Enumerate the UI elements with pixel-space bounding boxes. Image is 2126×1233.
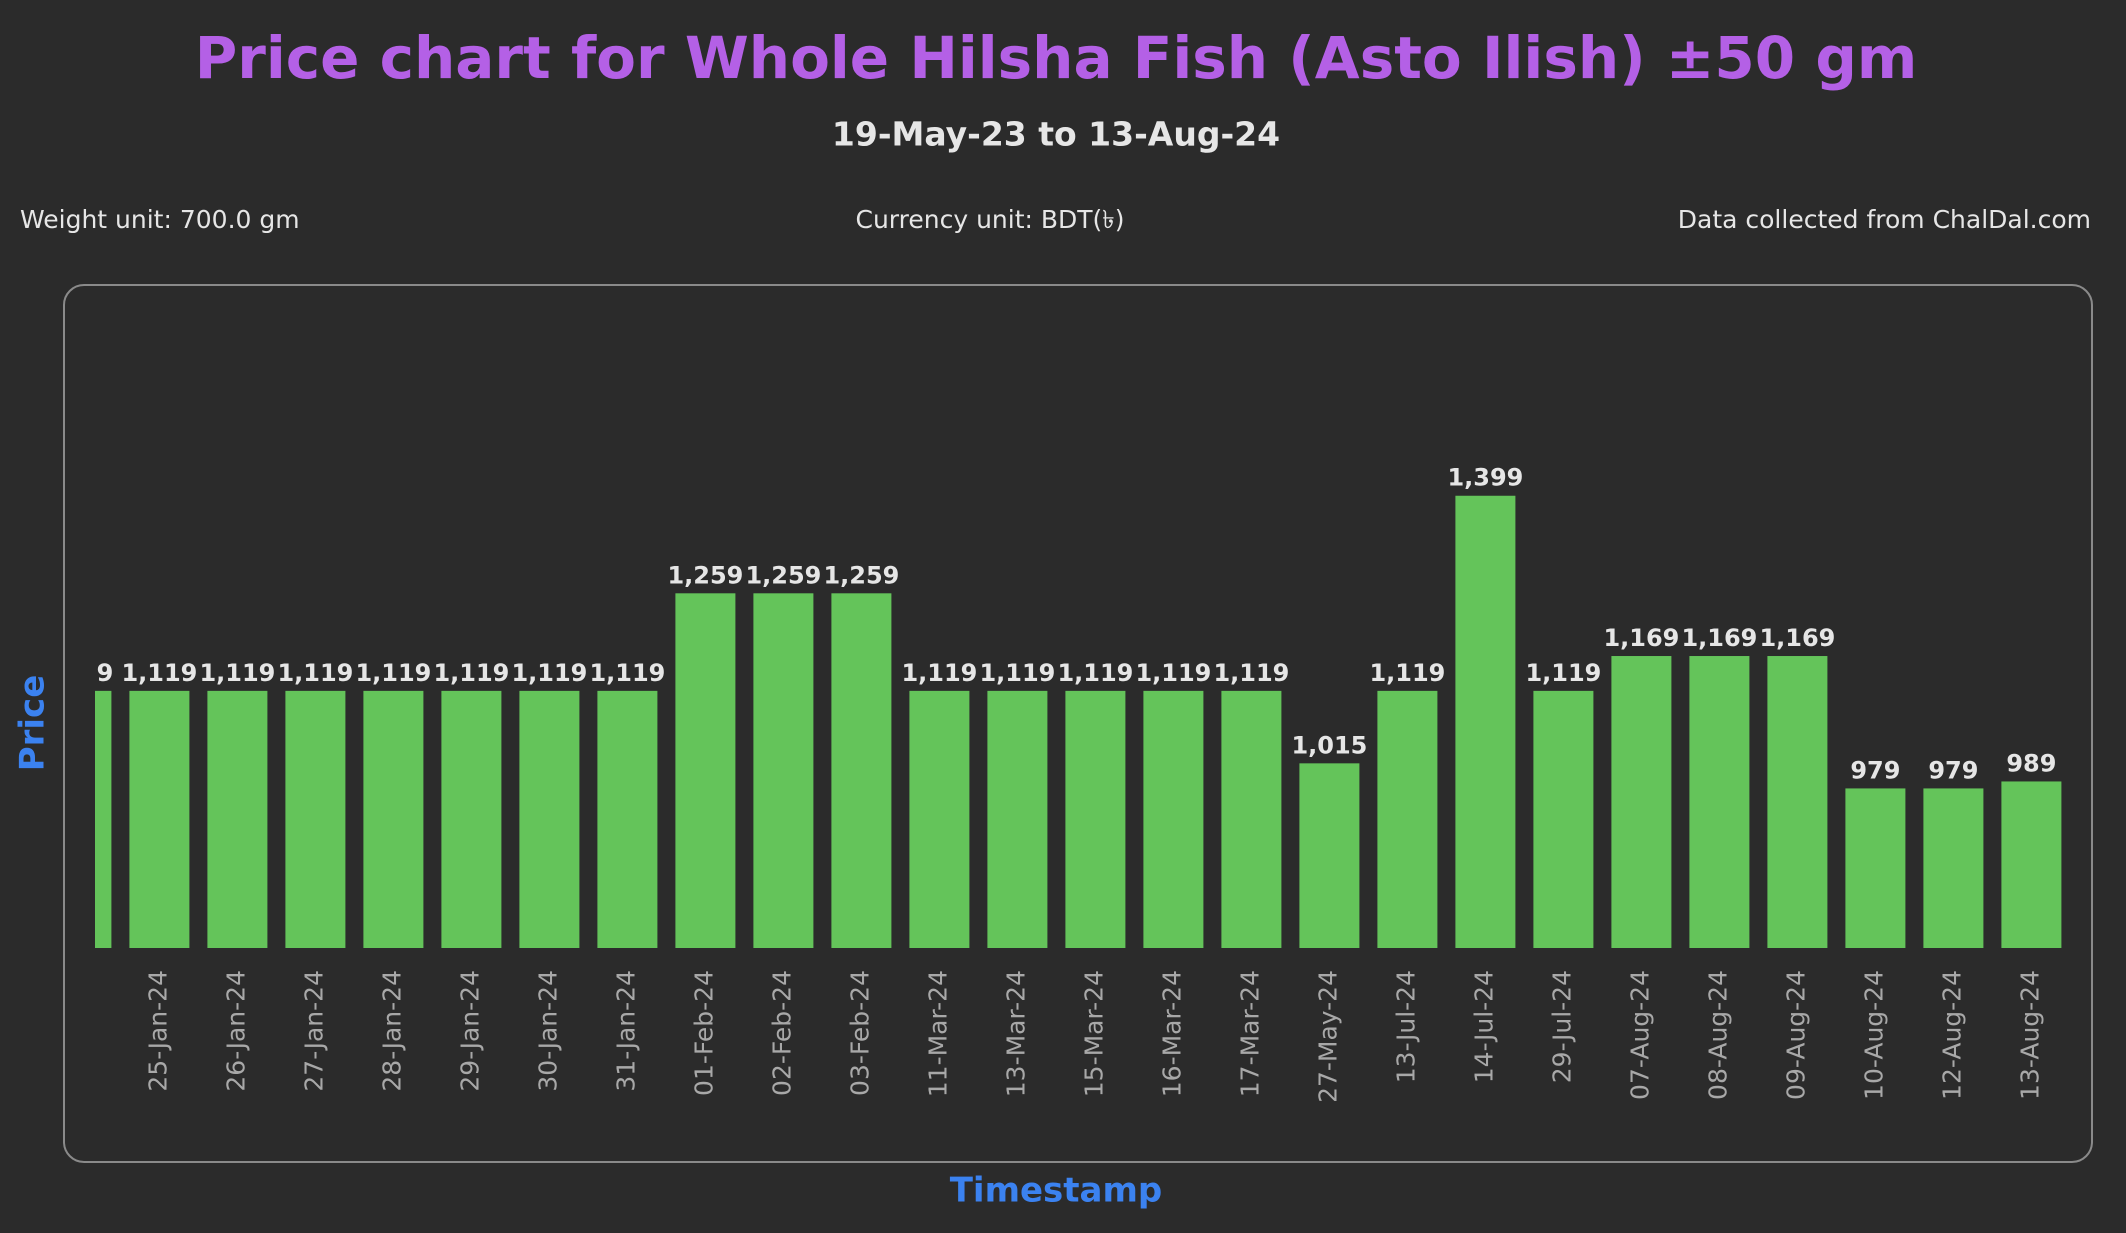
x-tick-label: 10-Aug-24: [1859, 970, 1888, 1100]
value-label: 1,119: [1135, 659, 1211, 687]
bar: [2001, 781, 2062, 948]
plot-frame: [63, 284, 2093, 1163]
value-label: 1,119: [511, 659, 587, 687]
bar: [675, 593, 736, 948]
bar: [1845, 788, 1906, 948]
value-label: 1,399: [1447, 464, 1523, 492]
y-axis-label: Price: [13, 675, 53, 772]
value-label: 1,119: [589, 659, 665, 687]
bar: [1611, 656, 1672, 948]
x-tick-label: 16-Mar-24: [1157, 970, 1186, 1097]
bar: [129, 690, 190, 948]
bar: [285, 690, 346, 948]
bar: [1767, 656, 1828, 948]
x-tick-label: 30-Jan-24: [533, 970, 562, 1092]
annotation: Data collected from ChalDal.com: [1678, 205, 2091, 234]
value-label: 989: [2006, 749, 2056, 777]
bar: [95, 690, 112, 948]
bar: [1065, 690, 1126, 948]
value-label: 1,119: [277, 659, 353, 687]
value-label: 1,259: [745, 561, 821, 589]
value-label: 979: [1928, 756, 1978, 784]
x-tick-label: 02-Feb-24: [767, 970, 796, 1096]
x-tick-label: 12-Aug-24: [1937, 970, 1966, 1100]
value-label: 1,119: [901, 659, 977, 687]
annotation: Weight unit: 700.0 gm: [20, 205, 300, 234]
bar: [909, 690, 970, 948]
bar: [207, 690, 268, 948]
x-tick-label: 28-Jan-24: [377, 970, 406, 1092]
value-label: 1,169: [1681, 624, 1757, 652]
bar: [519, 690, 580, 948]
value-label: 1,119: [121, 659, 197, 687]
value-label: 9: [97, 659, 114, 687]
chart-title: Price chart for Whole Hilsha Fish (Asto …: [195, 24, 1918, 92]
bar: [1143, 690, 1204, 948]
x-tick-label: 17-Mar-24: [1235, 970, 1264, 1097]
x-tick-label: 08-Aug-24: [1703, 970, 1732, 1100]
x-tick-label: 03-Feb-24: [845, 970, 874, 1096]
value-label: 1,119: [1213, 659, 1289, 687]
bar: [1689, 656, 1750, 948]
x-tick-label: 09-Aug-24: [1781, 970, 1810, 1100]
bar: [1221, 690, 1282, 948]
bar: [363, 690, 424, 948]
bars: [95, 495, 2062, 948]
x-tick-label: 13-Aug-24: [2015, 970, 2044, 1100]
x-tick-label: 27-Jan-24: [299, 970, 328, 1092]
value-label: 1,119: [1525, 659, 1601, 687]
value-label: 1,119: [1057, 659, 1133, 687]
x-axis-label: Timestamp: [950, 1171, 1163, 1211]
bar: [1923, 788, 1984, 948]
value-label: 1,169: [1603, 624, 1679, 652]
bar: [441, 690, 502, 948]
value-label: 1,259: [823, 561, 899, 589]
value-label: 979: [1850, 756, 1900, 784]
x-tick-label: 14-Jul-24: [1469, 970, 1498, 1083]
x-tick-label: 29-Jan-24: [455, 970, 484, 1092]
bar: [831, 593, 892, 948]
bar: [597, 690, 658, 948]
value-label: 1,119: [1369, 659, 1445, 687]
x-tick-label: 26-Jan-24: [221, 970, 250, 1092]
x-tick-label: 13-Mar-24: [1001, 970, 1030, 1097]
bar: [1299, 763, 1360, 948]
value-label: 1,169: [1759, 624, 1835, 652]
annotation: Currency unit: BDT(৳): [855, 205, 1124, 234]
bar: [1533, 690, 1594, 948]
x-tick-label: 13-Jul-24: [1391, 970, 1420, 1083]
value-label: 1,119: [979, 659, 1055, 687]
chart-subtitle: 19-May-23 to 13-Aug-24: [832, 115, 1280, 154]
x-tick-label: 25-Jan-24: [143, 970, 172, 1092]
bar: [1455, 495, 1516, 948]
bar: [753, 593, 814, 948]
value-label: 1,119: [433, 659, 509, 687]
x-tick-label: 29-Jul-24: [1547, 970, 1576, 1083]
x-tick-label: 07-Aug-24: [1625, 970, 1654, 1100]
value-label: 1,015: [1291, 731, 1367, 759]
x-tick-label: 01-Feb-24: [689, 970, 718, 1096]
value-label: 1,259: [667, 561, 743, 589]
x-tick-label: 27-May-24: [1313, 970, 1342, 1103]
x-tick-label: 15-Mar-24: [1079, 970, 1108, 1097]
value-label: 1,119: [355, 659, 431, 687]
bar: [1377, 690, 1438, 948]
bar: [987, 690, 1048, 948]
value-label: 1,119: [199, 659, 275, 687]
x-tick-label: 31-Jan-24: [611, 970, 640, 1092]
x-tick-label: 11-Mar-24: [923, 970, 952, 1097]
